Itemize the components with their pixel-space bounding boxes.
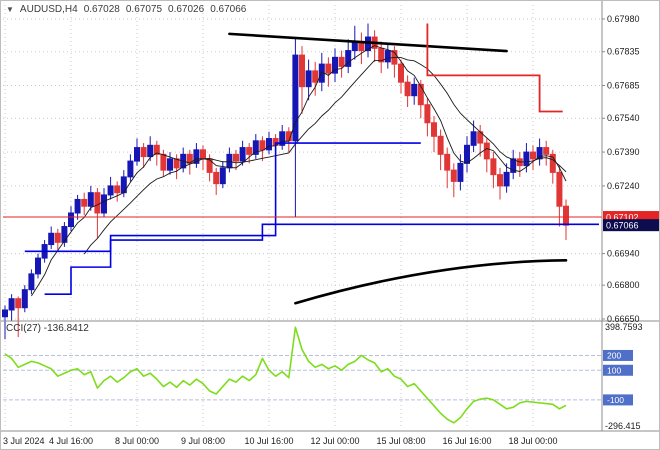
- chart-legend: ▼ AUDUSD,H4 0.67028 0.67075 0.67026 0.67…: [6, 4, 246, 15]
- svg-text:4 Jul 16:00: 4 Jul 16:00: [49, 436, 93, 446]
- svg-text:0.66800: 0.66800: [607, 280, 640, 290]
- indicator-label: CCI(27) -136.8412: [6, 323, 89, 334]
- svg-text:3 Jul 2024: 3 Jul 2024: [3, 436, 45, 446]
- cci-level-badge: 200: [603, 349, 633, 361]
- svg-text:200: 200: [607, 350, 621, 360]
- blue-step-line-2[interactable]: [44, 223, 599, 295]
- ma-slow-line: [83, 57, 567, 255]
- symbol-dropdown-icon[interactable]: ▼: [6, 5, 14, 14]
- svg-text:0.67066: 0.67066: [606, 221, 639, 231]
- ohlc-high-value: 0.67075: [125, 4, 163, 15]
- svg-text:0.67835: 0.67835: [607, 47, 640, 57]
- ohlc-low-value: 0.67026: [168, 4, 205, 15]
- svg-text:0.67540: 0.67540: [607, 113, 640, 123]
- svg-text:398.7593: 398.7593: [605, 322, 643, 332]
- svg-text:0.67102: 0.67102: [606, 213, 639, 223]
- svg-text:-100: -100: [607, 395, 624, 405]
- descending-trendline[interactable]: [228, 32, 508, 53]
- ma-fast-line: [31, 45, 567, 297]
- symbol-timeframe-label: AUDUSD,H4: [19, 4, 78, 15]
- svg-text:18 Jul 00:00: 18 Jul 00:00: [508, 436, 557, 446]
- price-axis[interactable]: 0.67980 0.67835 0.67685 0.67540 0.67390 0.672…: [602, 14, 640, 324]
- cci-line: [4, 326, 567, 424]
- resistance-step-line[interactable]: [426, 23, 563, 113]
- time-axis[interactable]: 3 Jul 2024 4 Jul 16:00 8 Jul 00:00 9 Jul 08…: [3, 436, 558, 446]
- svg-text:0.67980: 0.67980: [607, 14, 640, 24]
- svg-text:0.67390: 0.67390: [607, 147, 640, 157]
- blue-step-line-1[interactable]: [24, 142, 421, 253]
- svg-text:9 Jul 08:00: 9 Jul 08:00: [181, 436, 225, 446]
- cci-level-badge: -100: [603, 394, 633, 406]
- svg-text:0.67240: 0.67240: [607, 181, 640, 191]
- last-price-badge: 0.67066: [603, 219, 659, 232]
- svg-text:0.66650: 0.66650: [607, 314, 640, 324]
- indicator-axis[interactable]: 398.7593 -296.415 200 100 -100: [603, 322, 643, 431]
- curved-support-line[interactable]: [294, 259, 568, 305]
- svg-text:15 Jul 08:00: 15 Jul 08:00: [376, 436, 425, 446]
- ohlc-close-value: 0.67066: [210, 4, 247, 15]
- svg-text:0.67685: 0.67685: [607, 81, 640, 91]
- svg-text:-296.415: -296.415: [605, 421, 641, 431]
- svg-text:16 Jul 16:00: 16 Jul 16:00: [442, 436, 491, 446]
- svg-text:12 Jul 00:00: 12 Jul 00:00: [310, 436, 359, 446]
- svg-text:0.66940: 0.66940: [607, 249, 640, 259]
- svg-text:10 Jul 16:00: 10 Jul 16:00: [244, 436, 293, 446]
- cci-level-badge: 100: [603, 364, 633, 376]
- svg-text:8 Jul 00:00: 8 Jul 00:00: [115, 436, 159, 446]
- ohlc-open-value: 0.67028: [83, 4, 120, 15]
- svg-text:100: 100: [607, 365, 621, 375]
